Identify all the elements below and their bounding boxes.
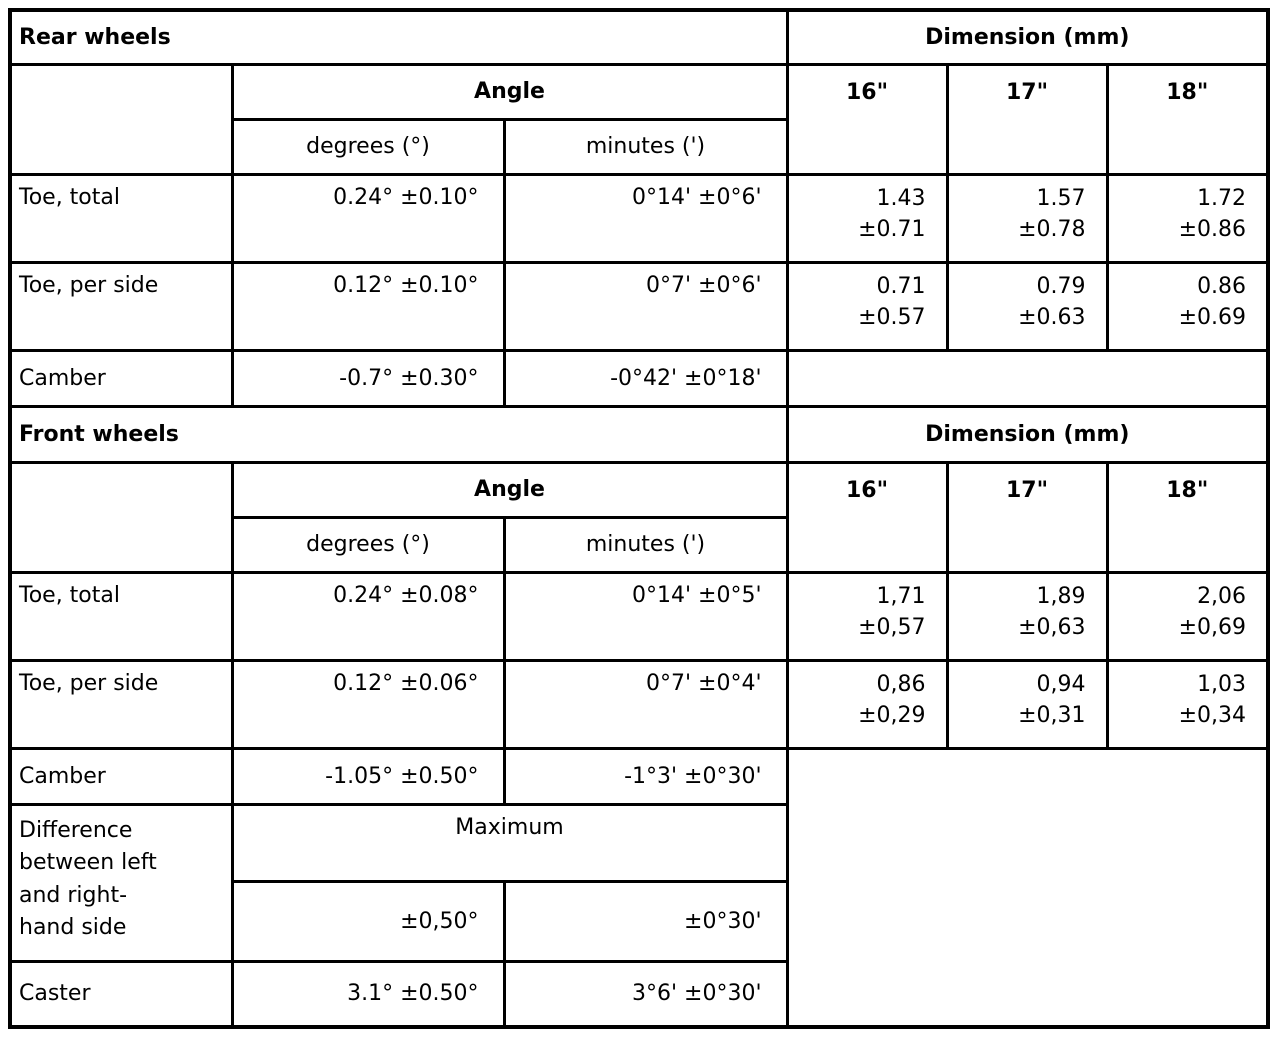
rear-camber-row: Camber -0.7° ±0.30° -0°42' ±0°18' (8, 348, 1270, 408)
front-toe-total-label: Toe, total (8, 570, 234, 662)
dim-tolerance: ±0.78 (1018, 216, 1086, 242)
dim-value: 0.79 (1036, 273, 1086, 299)
front-toe-per-side-minutes: 0°7' ±0°4' (502, 658, 789, 750)
rear-size-16-header: 16" (785, 62, 949, 176)
rear-toe-total-dim-18: 1.72 ±0.86 (1105, 172, 1270, 264)
dim-tolerance: ±0,63 (1018, 614, 1086, 640)
front-camber-label: Camber (8, 746, 234, 806)
front-toe-per-side-degrees: 0.12° ±0.06° (230, 658, 506, 750)
rear-toe-per-side-dim-18: 0.86 ±0.69 (1105, 260, 1270, 352)
front-minutes-header: minutes (') (502, 515, 789, 574)
dim-value: 1,89 (1036, 583, 1086, 609)
rear-size-17-header: 17" (945, 62, 1109, 176)
front-size-16-header: 16" (785, 460, 949, 574)
front-angle-header-row: Angle 16" 17" 18" (8, 460, 1270, 574)
dim-value: 0.86 (1197, 273, 1247, 299)
front-angle-corner-cell (8, 460, 234, 574)
rear-section-row: Rear wheels Dimension (mm) (8, 8, 1270, 66)
rear-toe-per-side-minutes: 0°7' ±0°6' (502, 260, 789, 352)
rear-size-18-header: 18" (1105, 62, 1270, 176)
dim-value: 1.57 (1036, 185, 1086, 211)
rear-toe-per-side-degrees: 0.12° ±0.10° (230, 260, 506, 352)
rear-toe-total-dim-16: 1.43 ±0.71 (785, 172, 949, 264)
dim-value: 1,71 (876, 583, 926, 609)
dim-value: 0,94 (1036, 671, 1086, 697)
rear-camber-label: Camber (8, 348, 234, 408)
rear-angle-corner-cell (8, 62, 234, 176)
front-degrees-header: degrees (°) (230, 515, 506, 574)
rear-toe-per-side-dim-17: 0.79 ±0.63 (945, 260, 1109, 352)
rear-angle-header: Angle (230, 62, 789, 121)
front-difference-label: Difference between left and right- hand … (8, 802, 234, 963)
dim-tolerance: ±0.69 (1178, 304, 1247, 330)
front-toe-total-degrees: 0.24° ±0.08° (230, 570, 506, 662)
front-size-18-header: 18" (1105, 460, 1270, 574)
rear-toe-total-degrees: 0.24° ±0.10° (230, 172, 506, 264)
dim-value: 1.72 (1197, 185, 1247, 211)
front-camber-degrees: -1.05° ±0.50° (230, 746, 506, 806)
rear-toe-total-dim-17: 1.57 ±0.78 (945, 172, 1109, 264)
front-toe-per-side-row: Toe, per side 0.12° ±0.06° 0°7' ±0°4' 0,… (8, 658, 1270, 750)
front-dimension-header: Dimension (mm) (785, 404, 1270, 464)
rear-angle-header-row: Angle 16" 17" 18" (8, 62, 1270, 176)
rear-toe-total-label: Toe, total (8, 172, 234, 264)
front-difference-minutes: ±0°30' (502, 879, 789, 963)
rear-degrees-header: degrees (°) (230, 117, 506, 176)
front-toe-total-dim-18: 2,06 ±0,69 (1105, 570, 1270, 662)
dim-tolerance: ±0,34 (1178, 702, 1247, 728)
front-caster-minutes: 3°6' ±0°30' (502, 959, 789, 1029)
dim-tolerance: ±0.71 (858, 216, 926, 242)
rear-angle-subheader-row: degrees (°) minutes (') (10, 117, 1268, 176)
rear-toe-per-side-row: Toe, per side 0.12° ±0.10° 0°7' ±0°6' 0.… (8, 260, 1270, 352)
front-toe-per-side-dim-17: 0,94 ±0,31 (945, 658, 1109, 750)
front-angle-subheader-row: degrees (°) minutes (') (10, 515, 1268, 574)
front-caster-row: Caster 3.1° ±0.50° 3°6' ±0°30' (8, 959, 1268, 1029)
rear-toe-total-minutes: 0°14' ±0°6' (502, 172, 789, 264)
rear-camber-degrees: -0.7° ±0.30° (230, 348, 506, 408)
dim-tolerance: ±0,69 (1178, 614, 1247, 640)
dim-tolerance: ±0,57 (858, 614, 926, 640)
front-camber-row: Camber -1.05° ±0.50° -1°3' ±0°30' (8, 746, 1270, 1029)
front-toe-per-side-label: Toe, per side (8, 658, 234, 750)
front-difference-maximum-row: Difference between left and right- hand … (8, 802, 1268, 963)
rear-toe-per-side-dim-16: 0.71 ±0.57 (785, 260, 949, 352)
dim-tolerance: ±0.63 (1018, 304, 1086, 330)
rear-minutes-header: minutes (') (502, 117, 789, 176)
front-toe-per-side-dim-18: 1,03 ±0,34 (1105, 658, 1270, 750)
dim-tolerance: ±0,29 (858, 702, 926, 728)
front-toe-total-dim-17: 1,89 ±0,63 (945, 570, 1109, 662)
wheel-alignment-table: Rear wheels Dimension (mm) Angle 16" 17"… (8, 8, 1271, 1029)
rear-dimension-header: Dimension (mm) (785, 8, 1270, 66)
front-dimension-empty-cell (785, 746, 1270, 1029)
dim-value: 0.71 (876, 273, 926, 299)
front-caster-label: Caster (8, 959, 234, 1029)
front-section-title: Front wheels (8, 404, 789, 464)
dim-tolerance: ±0,31 (1018, 702, 1086, 728)
dim-tolerance: ±0.57 (858, 304, 926, 330)
front-camber-minutes: -1°3' ±0°30' (502, 746, 789, 806)
front-difference-degrees: ±0,50° (230, 879, 506, 963)
front-difference-values-row: ±0,50° ±0°30' (10, 879, 1268, 963)
rear-camber-minutes: -0°42' ±0°18' (502, 348, 789, 408)
front-angle-header: Angle (230, 460, 789, 519)
dim-value: 2,06 (1197, 583, 1247, 609)
front-toe-total-row: Toe, total 0.24° ±0.08° 0°14' ±0°5' 1,71… (8, 570, 1270, 662)
rear-camber-empty-cell (785, 348, 1270, 408)
dim-tolerance: ±0.86 (1178, 216, 1247, 242)
front-toe-per-side-dim-16: 0,86 ±0,29 (785, 658, 949, 750)
front-caster-degrees: 3.1° ±0.50° (230, 959, 506, 1029)
front-size-17-header: 17" (945, 460, 1109, 574)
dim-value: 1,03 (1197, 671, 1247, 697)
rear-section-title: Rear wheels (8, 8, 789, 66)
front-difference-maximum: Maximum (230, 802, 789, 883)
dim-value: 0,86 (876, 671, 926, 697)
rear-toe-total-row: Toe, total 0.24° ±0.10° 0°14' ±0°6' 1.43… (8, 172, 1270, 264)
front-toe-total-dim-16: 1,71 ±0,57 (785, 570, 949, 662)
dim-value: 1.43 (876, 185, 926, 211)
front-toe-total-minutes: 0°14' ±0°5' (502, 570, 789, 662)
rear-toe-per-side-label: Toe, per side (8, 260, 234, 352)
front-section-row: Front wheels Dimension (mm) (8, 404, 1270, 464)
